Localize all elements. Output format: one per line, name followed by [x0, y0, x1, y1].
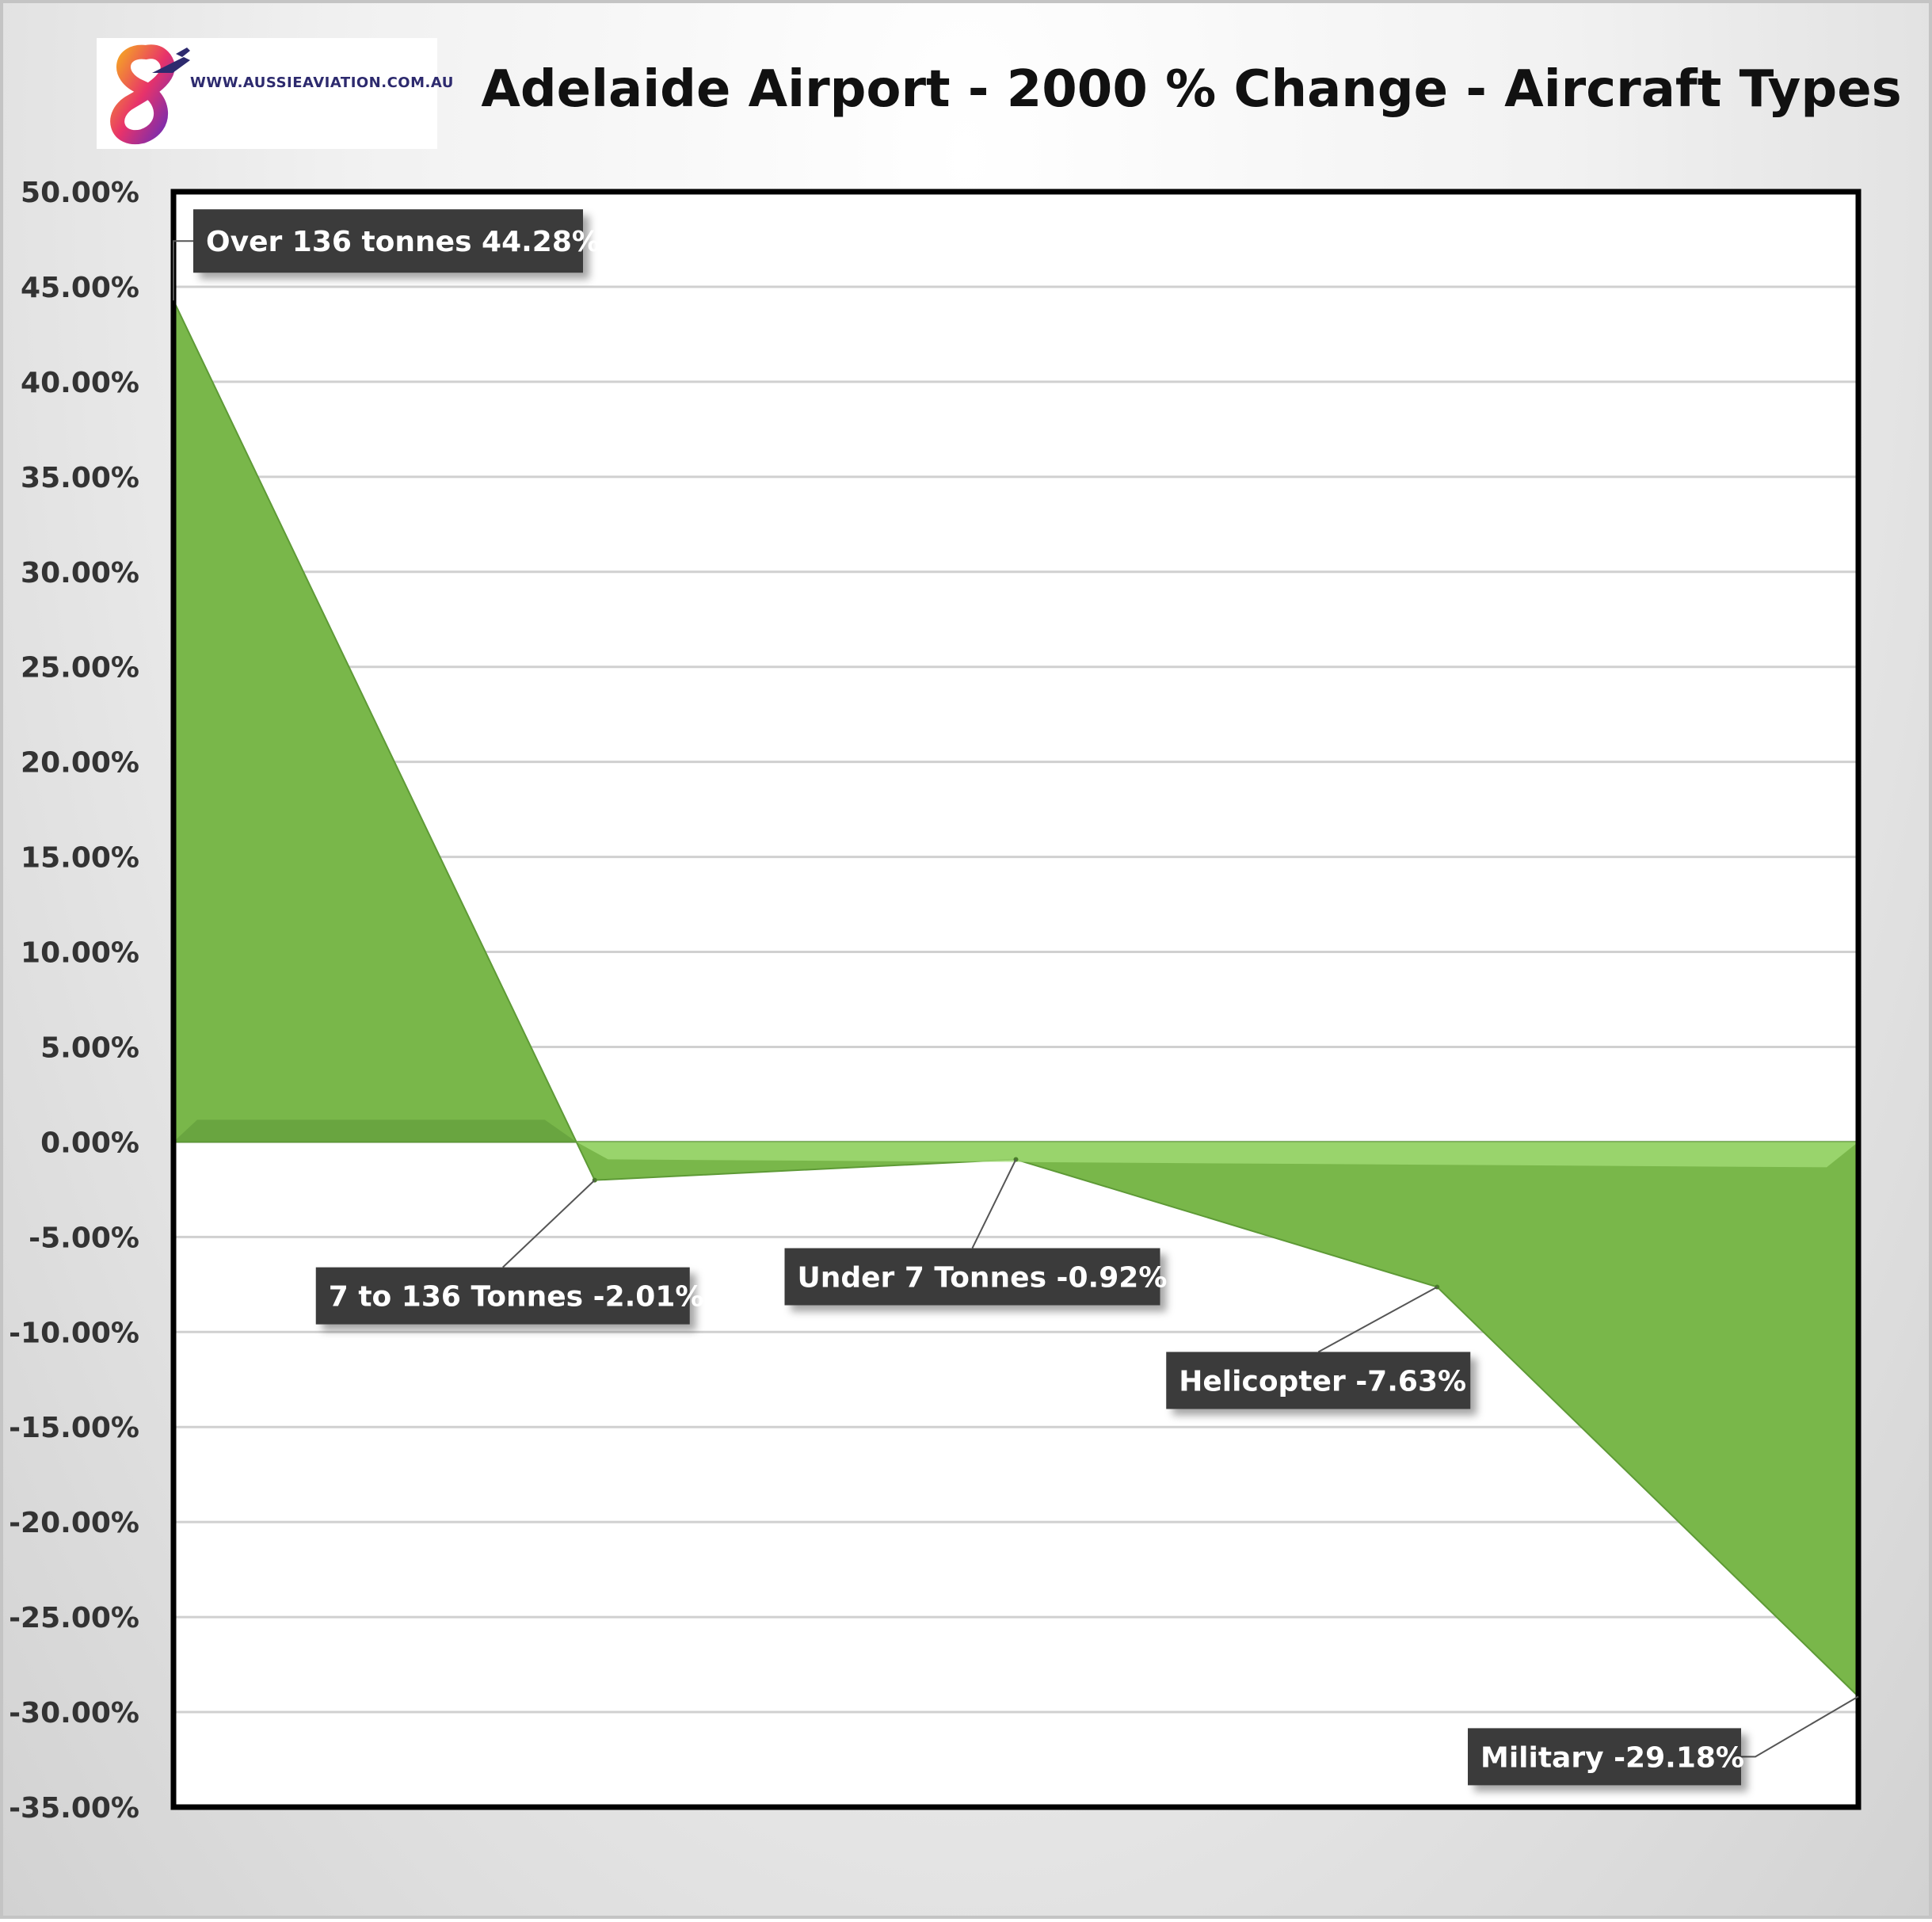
y-tick-label: 10.00% — [21, 937, 139, 970]
y-tick-label: -30.00% — [9, 1697, 139, 1729]
data-label-text: 7 to 136 Tonnes -2.01% — [329, 1281, 704, 1314]
y-tick-label: 5.00% — [40, 1032, 139, 1064]
logo: WWW.AUSSIEAVIATION.COM.AU — [97, 38, 453, 149]
y-tick-label: -10.00% — [9, 1317, 139, 1349]
y-tick-label: -35.00% — [9, 1792, 139, 1825]
data-label-box — [315, 1267, 690, 1325]
y-tick-label: -20.00% — [9, 1507, 139, 1539]
data-label-box — [193, 209, 583, 273]
data-label-text: Under 7 Tonnes -0.92% — [798, 1261, 1168, 1294]
leader-line — [971, 1159, 1017, 1249]
area-bevel — [173, 1119, 577, 1142]
data-label-text: Over 136 tonnes 44.28% — [206, 226, 600, 258]
plot-border — [170, 189, 1862, 1810]
y-tick-label: 15.00% — [21, 842, 139, 875]
chart-title: Adelaide Airport - 2000 % Change - Aircr… — [481, 60, 1902, 119]
leader-line — [502, 1179, 596, 1268]
y-tick-label: -25.00% — [9, 1602, 139, 1634]
data-label: Helicopter -7.63% — [1166, 1286, 1471, 1409]
y-tick-label: 45.00% — [21, 272, 139, 304]
y-tick-label: 20.00% — [21, 747, 139, 780]
data-label-box — [784, 1248, 1160, 1306]
y-tick-label: 25.00% — [21, 652, 139, 685]
y-tick-label: 0.00% — [40, 1127, 139, 1159]
data-label: Military -29.18% — [1468, 1695, 1859, 1786]
data-labels: Over 136 tonnes 44.28% 7 to 136 Tonnes -2… — [173, 209, 1859, 1786]
data-label-text: Military -29.18% — [1480, 1741, 1744, 1774]
y-tick-label: 35.00% — [21, 462, 139, 494]
data-label: Under 7 Tonnes -0.92% — [784, 1159, 1168, 1306]
data-label-box — [1468, 1728, 1741, 1786]
data-label: 7 to 136 Tonnes -2.01% — [315, 1179, 704, 1325]
data-label-text: Helicopter -7.63% — [1179, 1365, 1466, 1398]
y-tick-label: -15.00% — [9, 1412, 139, 1444]
y-axis: -35.00% -30.00% -25.00% -20.00% -15.00% -10.0… — [9, 177, 139, 1825]
area-chart: -35.00% -30.00% -25.00% -20.00% -15.00% -10.0… — [9, 177, 1862, 1825]
area-bevel — [576, 1142, 1858, 1168]
data-label: Over 136 tonnes 44.28% — [173, 209, 600, 301]
aussie-aviation-logo-icon — [110, 44, 190, 145]
y-tick-label: -5.00% — [29, 1222, 139, 1254]
logo-url-text: WWW.AUSSIEAVIATION.COM.AU — [190, 74, 454, 91]
leader-line — [1317, 1286, 1438, 1353]
y-tick-label: 50.00% — [21, 177, 139, 209]
leader-line — [173, 240, 193, 301]
leader-line — [1741, 1695, 1859, 1758]
y-tick-label: 40.00% — [21, 367, 139, 399]
y-tick-label: 30.00% — [21, 557, 139, 589]
data-label-box — [1166, 1352, 1471, 1409]
